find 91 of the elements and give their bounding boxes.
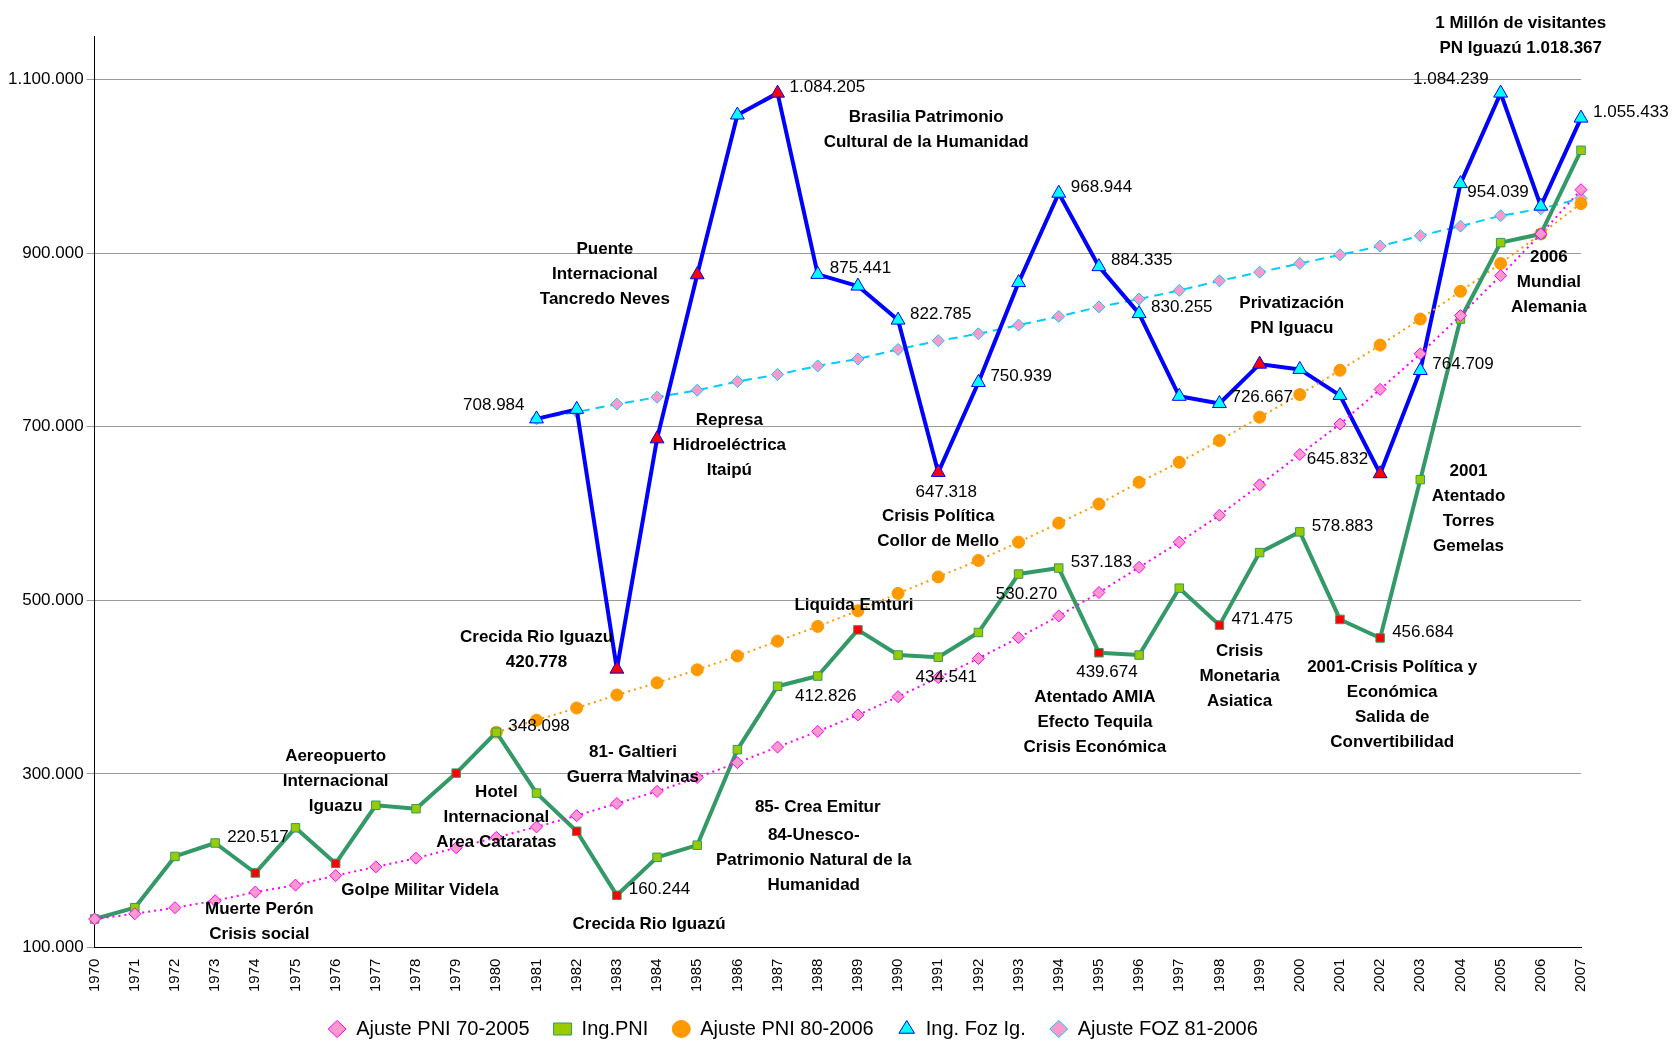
data-label: 884.335 xyxy=(1110,250,1173,270)
x-tick-label: 1975 xyxy=(285,958,303,993)
data-label: 471.475 xyxy=(1231,608,1293,628)
legend-label: Ajuste FOZ 81-2006 xyxy=(1077,1016,1258,1039)
x-tick-label: 1973 xyxy=(205,958,223,993)
x-tick-label: 1991 xyxy=(928,958,946,993)
data-label: 875.441 xyxy=(829,258,892,278)
y-tick-label: 900.000 xyxy=(22,242,84,262)
x-tick-label: 1992 xyxy=(968,958,986,993)
x-tick-label: 1970 xyxy=(84,958,102,993)
annotation: Privatización PN Iguacu xyxy=(1239,292,1345,337)
x-tick-label: 2002 xyxy=(1370,958,1388,993)
annotation: Atentado AMIA Efecto Tequila Crisis Económica xyxy=(1023,687,1167,757)
x-tick-label: 1977 xyxy=(365,958,383,993)
data-label: 412.826 xyxy=(795,685,857,705)
x-tick-label: 1980 xyxy=(486,958,504,993)
x-tick-label: 1972 xyxy=(165,958,183,993)
x-tick-label: 1993 xyxy=(1008,958,1026,993)
x-tick-label: 2005 xyxy=(1490,958,1508,993)
data-label: 708.984 xyxy=(463,394,525,414)
data-label: 578.883 xyxy=(1311,515,1374,535)
legend-label: Ajuste PNI 70-2005 xyxy=(356,1016,530,1039)
annotation: Crisis Política Collor de Mello xyxy=(877,506,1000,551)
x-tick-label: 1981 xyxy=(526,958,544,993)
x-tick-label: 1989 xyxy=(848,958,866,993)
data-label: 822.785 xyxy=(910,303,972,323)
data-label: 954.039 xyxy=(1467,181,1529,201)
data-label: 726.667 xyxy=(1231,387,1293,407)
data-label: 1.084.239 xyxy=(1413,68,1489,88)
data-label: 968.944 xyxy=(1070,176,1133,196)
y-tick-label: 1.100.000 xyxy=(7,69,84,89)
annotation: Brasilia Patrimonio Cultural de la Humanidad xyxy=(823,106,1029,151)
x-tick-label: 2007 xyxy=(1571,958,1589,993)
x-tick-label: 1988 xyxy=(807,958,825,993)
annotation: Golpe Militar Videla xyxy=(341,880,500,900)
annotation: Aereopuerto Internacional Iguazu xyxy=(282,745,389,815)
legend-label: Ajuste PNI 80-2006 xyxy=(700,1016,874,1039)
x-tick-label: 1998 xyxy=(1209,958,1227,993)
x-tick-label: 1985 xyxy=(687,958,705,993)
x-tick-label: 1995 xyxy=(1089,958,1107,993)
x-tick-label: 2000 xyxy=(1289,958,1307,993)
x-tick-label: 1997 xyxy=(1169,958,1187,993)
y-tick-label: 500.000 xyxy=(22,590,84,610)
x-tick-label: 1978 xyxy=(406,958,424,993)
annotation: 2006 Mundial Alemania xyxy=(1511,247,1588,317)
annotation: Liquida Emturi xyxy=(794,595,914,615)
x-tick-label: 2004 xyxy=(1450,958,1468,993)
x-tick-label: 1987 xyxy=(767,958,785,993)
y-tick-label: 700.000 xyxy=(22,416,84,436)
legend-label: Ing.PNI xyxy=(581,1016,649,1039)
data-label: 348.098 xyxy=(508,715,570,735)
x-tick-label: 2001 xyxy=(1330,958,1348,993)
x-tick-label: 1982 xyxy=(566,958,584,993)
data-label: 1.084.205 xyxy=(789,76,866,96)
annotation: Hotel Internacional Area Cataratas xyxy=(436,782,557,852)
x-tick-label: 1979 xyxy=(446,958,464,993)
annotation: Crecida Rio Iguazú xyxy=(572,913,726,933)
annotation: 2001 Atentado Torres Gemelas xyxy=(1431,461,1506,556)
data-label: 830.255 xyxy=(1151,297,1213,317)
data-label: 456.684 xyxy=(1392,621,1454,641)
x-tick-label: 1971 xyxy=(124,958,142,993)
annotation: Crisis Monetaria Asiatica xyxy=(1199,640,1281,710)
annotation: Represa Hidroeléctrica Itaipú xyxy=(672,410,787,480)
x-tick-label: 1976 xyxy=(325,958,343,993)
data-label: 750.939 xyxy=(990,366,1052,386)
x-tick-label: 1996 xyxy=(1129,958,1147,993)
x-tick-label: 2006 xyxy=(1530,958,1548,993)
annotation: Puente Internacional Tancredo Neves xyxy=(539,238,670,308)
x-tick-label: 1986 xyxy=(727,958,745,993)
y-tick-label: 300.000 xyxy=(22,763,84,783)
data-label: 220.517 xyxy=(227,826,289,846)
annotation: 1 Millón de visitantes PN Iguazú 1.018.367 xyxy=(1435,13,1607,58)
data-label: 160.244 xyxy=(628,879,691,899)
data-label: 537.183 xyxy=(1070,551,1133,571)
legend-label: Ing. Foz Ig. xyxy=(925,1016,1026,1039)
annotation: Muerte Perón Crisis social xyxy=(205,898,314,943)
data-label: 647.318 xyxy=(915,482,977,502)
x-tick-label: 1984 xyxy=(647,958,665,993)
data-label: 645.832 xyxy=(1306,449,1369,469)
y-tick-label: 100.000 xyxy=(22,937,84,957)
data-label: 439.674 xyxy=(1076,662,1138,682)
x-tick-label: 1990 xyxy=(888,958,906,993)
x-tick-label: 1999 xyxy=(1249,958,1267,993)
x-tick-label: 1983 xyxy=(607,958,625,993)
annotation: 85- Crea Emitur xyxy=(754,796,881,816)
annotation: 2001-Crisis Política y Económica Salida de Convertibilidad xyxy=(1307,656,1478,751)
x-tick-label: 1994 xyxy=(1048,958,1066,993)
data-label: 1.055.433 xyxy=(1593,101,1669,121)
annotation: 84-Unesco- Patrimonio Natural de la Humanidad xyxy=(715,825,913,895)
x-tick-label: 2003 xyxy=(1410,958,1428,993)
x-tick-label: 1974 xyxy=(245,958,263,993)
